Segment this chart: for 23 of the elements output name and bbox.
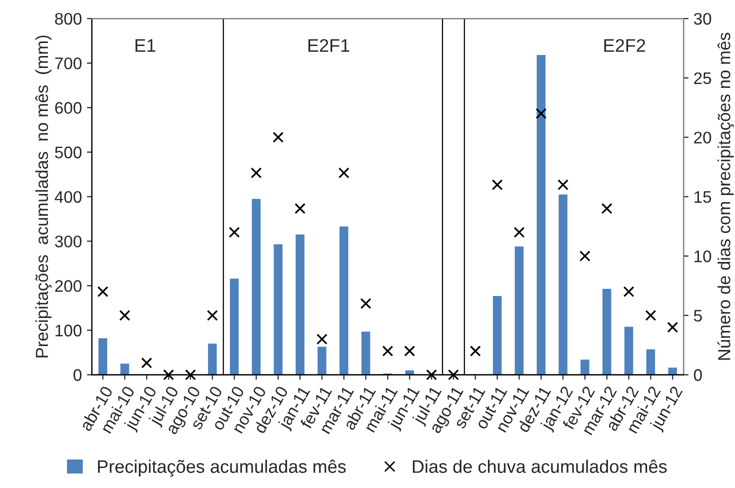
annotation: E2F2 — [604, 39, 646, 52]
y-tick-label: 300 — [54, 236, 82, 248]
y-tick-label: 400 — [54, 191, 82, 203]
legend-label: Precipitações acumuladas mês — [98, 460, 346, 477]
y2-tick-label: 5 — [694, 310, 702, 322]
annotation: E1 — [136, 39, 156, 52]
y-tick-label: 100 — [56, 324, 82, 336]
y-tick-label: 800 — [55, 12, 82, 25]
y-tick-label: 700 — [55, 57, 82, 70]
y2-tick-label: 25 — [694, 72, 712, 84]
y-tick-label: 0 — [74, 369, 82, 381]
y2-tick-label: 15 — [694, 191, 712, 203]
y2-tick-label: 30 — [694, 12, 712, 25]
y-tick-label: 500 — [55, 146, 82, 158]
y-tick-label: 200 — [55, 280, 82, 292]
y-tick-label: 600 — [55, 102, 82, 114]
y2-tick-label: 10 — [694, 250, 712, 262]
y2-tick-label: 20 — [694, 132, 712, 144]
y2-axis-title: Número de dias com precipitações no mês — [717, 32, 734, 360]
y-axis-title: Precipitações acumuladas no mês (mm) — [35, 36, 52, 358]
annotation: E2F1 — [308, 39, 350, 52]
legend-label: Dias de chuva acumulados mês — [412, 460, 667, 473]
y2-tick-label: 0 — [694, 369, 702, 381]
